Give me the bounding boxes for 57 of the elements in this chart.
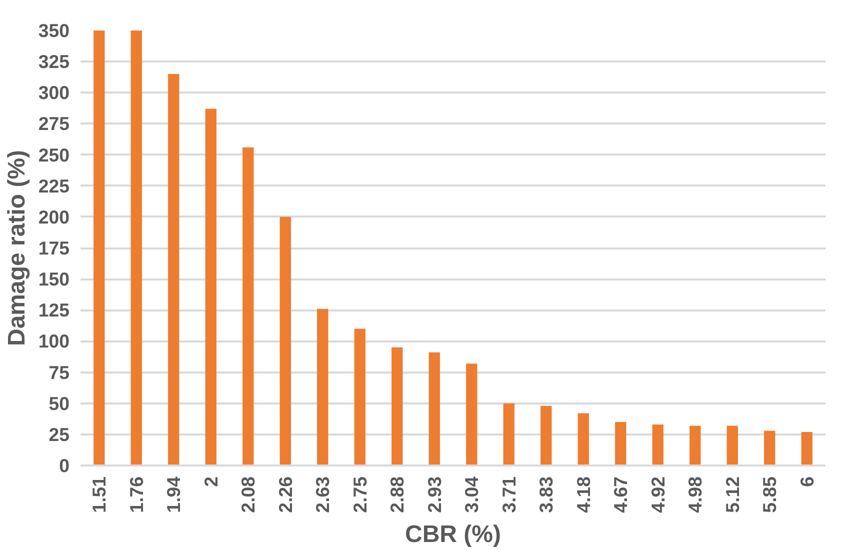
x-tick-label: 1.76 [126,476,147,513]
x-tick-label: 2.75 [349,476,370,513]
bar [540,406,552,466]
y-tick-label: 250 [38,144,70,166]
x-tick-label: 2.93 [424,476,445,513]
y-tick-label: 100 [38,330,70,352]
bar [168,74,180,466]
x-tick-label: 1.94 [163,476,184,513]
y-axis-title: Damage ratio (%) [3,150,30,346]
y-tick-label: 125 [38,300,70,321]
bar [801,432,812,466]
y-tick-label: 175 [38,238,70,258]
bar [94,30,105,466]
y-tick-label: 50 [48,392,70,414]
bar [764,430,776,466]
bar [242,147,254,466]
x-tick-label: 3.04 [461,476,482,513]
bar [205,108,216,466]
bar [392,347,403,466]
x-tick-label: 4.67 [610,476,632,513]
bar [466,364,478,466]
bar [354,328,366,466]
bar [578,413,589,466]
bar [690,426,701,466]
x-tick-label: 5.12 [722,476,743,513]
x-tick-label: 3.71 [498,476,520,513]
bar [130,30,142,466]
bar [317,308,328,466]
y-tick-label: 225 [38,175,70,196]
x-tick-label: 2.63 [312,476,334,513]
y-tick-label: 200 [38,206,70,228]
x-tick-label: 2.08 [238,476,259,513]
x-tick-label: 2 [200,476,222,487]
x-tick-label: 4.98 [684,476,706,513]
bar [503,403,514,466]
y-tick-label: 150 [38,268,70,290]
y-tick-label: 0 [59,455,70,476]
x-tick-label: 2.26 [274,476,296,513]
bar [428,352,440,466]
bar [280,216,291,466]
bar [652,424,664,466]
y-tick-label: 325 [38,51,70,72]
y-tick-label: 25 [48,424,70,445]
x-axis-title: CBR (%) [405,520,502,548]
y-tick-label: 75 [48,362,70,383]
x-tick-label: 4.92 [647,476,668,513]
x-tick-label: 2.88 [386,476,408,513]
x-tick-label: 4.18 [572,476,594,513]
y-tick-label: 275 [38,113,70,134]
x-tick-label: 1.51 [88,476,110,513]
x-tick-label: 6 [796,476,818,487]
bar [726,426,738,466]
bar [615,422,626,466]
y-tick-label: 300 [38,82,70,104]
y-tick-label: 350 [38,20,70,41]
x-tick-label: 5.85 [759,476,780,513]
x-tick-label: 3.83 [536,476,557,513]
